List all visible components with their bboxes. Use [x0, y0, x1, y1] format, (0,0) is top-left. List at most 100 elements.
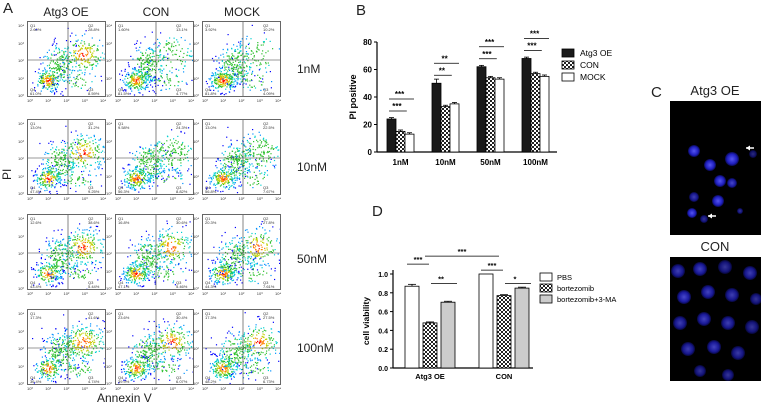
- event-dot: [38, 269, 40, 271]
- event-dot: [42, 182, 44, 184]
- event-dot: [160, 255, 162, 257]
- event-dot: [180, 175, 182, 177]
- event-dot: [162, 144, 164, 146]
- event-dot: [152, 255, 154, 257]
- event-dot: [58, 182, 60, 184]
- event-dot: [132, 268, 134, 270]
- event-dot: [259, 64, 261, 66]
- event-dot: [119, 73, 121, 75]
- event-dot: [87, 261, 89, 263]
- event-dot: [170, 80, 172, 82]
- event-dot: [150, 160, 152, 162]
- event-dot: [79, 257, 81, 259]
- event-dot: [143, 163, 145, 165]
- event-dot: [69, 263, 71, 265]
- quadrant-label-q3: Q3 4.77%: [176, 87, 188, 96]
- event-dot: [52, 185, 54, 187]
- event-dot: [139, 176, 141, 178]
- bar-pbs: [404, 285, 420, 369]
- event-dot: [51, 269, 53, 271]
- event-dot: [248, 166, 250, 168]
- facs-plot-2-0: Q1 12.6% Q2 38.6% Q3 5.44% Q4 43.4%: [27, 214, 106, 290]
- nucleus: [737, 208, 743, 214]
- event-dot: [63, 238, 65, 240]
- event-dot: [142, 155, 145, 157]
- event-dot: [45, 79, 47, 81]
- event-dot: [180, 268, 182, 270]
- event-dot: [231, 56, 233, 58]
- event-dot: [152, 63, 154, 65]
- event-dot: [135, 266, 138, 268]
- event-dot: [236, 161, 238, 163]
- event-dot: [126, 73, 128, 75]
- event-dot: [134, 275, 136, 278]
- event-dot: [160, 163, 162, 165]
- event-dot: [142, 63, 144, 65]
- event-dot: [222, 170, 224, 172]
- event-dot: [261, 84, 263, 86]
- event-dot: [87, 233, 89, 235]
- facs-ytick: 10²: [18, 251, 24, 256]
- event-dot: [178, 255, 180, 257]
- event-dot: [65, 169, 67, 172]
- event-dot: [56, 76, 58, 78]
- event-dot: [161, 145, 163, 147]
- event-dot: [64, 271, 66, 273]
- event-dot: [236, 170, 238, 172]
- event-dot: [180, 144, 183, 146]
- event-dot: [142, 258, 144, 260]
- event-dot: [136, 50, 138, 52]
- event-dot: [124, 276, 126, 278]
- event-dot: [48, 181, 51, 184]
- event-dot: [261, 165, 263, 167]
- event-dot: [168, 250, 170, 252]
- event-dot: [50, 156, 53, 159]
- event-dot: [217, 73, 219, 75]
- event-dot: [52, 43, 54, 45]
- event-dot: [142, 76, 144, 78]
- facs-ytick: 10¹: [193, 173, 199, 179]
- event-dot: [173, 236, 175, 238]
- event-dot: [225, 62, 227, 64]
- event-dot: [97, 45, 99, 47]
- event-dot: [140, 179, 142, 181]
- event-dot: [46, 262, 48, 264]
- event-dot: [160, 167, 162, 169]
- quadrant-value-q3: 4.77%: [176, 91, 188, 96]
- event-dot: [145, 71, 147, 73]
- event-dot: [67, 166, 70, 168]
- event-dot: [223, 82, 225, 84]
- event-dot: [49, 86, 51, 88]
- event-dot: [45, 70, 47, 72]
- event-dot: [260, 77, 262, 80]
- event-dot: [133, 281, 136, 283]
- event-dot: [230, 57, 233, 59]
- event-dot: [162, 170, 164, 172]
- event-dot: [271, 81, 273, 83]
- event-dot: [176, 39, 178, 41]
- event-dot: [74, 272, 76, 274]
- event-dot: [236, 81, 238, 83]
- event-dot: [45, 240, 47, 243]
- event-dot: [256, 65, 258, 67]
- event-dot: [233, 83, 235, 85]
- event-dot: [83, 163, 85, 165]
- event-dot: [39, 142, 41, 145]
- event-dot: [228, 91, 230, 93]
- event-dot: [80, 58, 82, 60]
- event-dot: [54, 243, 56, 245]
- event-dot: [232, 169, 235, 171]
- event-dot: [156, 173, 158, 175]
- event-dot: [164, 82, 166, 84]
- event-dot: [72, 44, 74, 46]
- event-dot: [227, 48, 229, 50]
- quadrant-value-q2: 10.2%: [263, 27, 275, 32]
- quadrant-value-q4: 47.1%: [118, 284, 130, 289]
- event-dot: [257, 48, 259, 50]
- event-dot: [226, 80, 228, 82]
- event-dot: [71, 61, 73, 63]
- event-dot: [217, 90, 219, 92]
- event-dot: [82, 45, 84, 47]
- event-dot: [129, 239, 131, 241]
- event-dot: [150, 75, 152, 77]
